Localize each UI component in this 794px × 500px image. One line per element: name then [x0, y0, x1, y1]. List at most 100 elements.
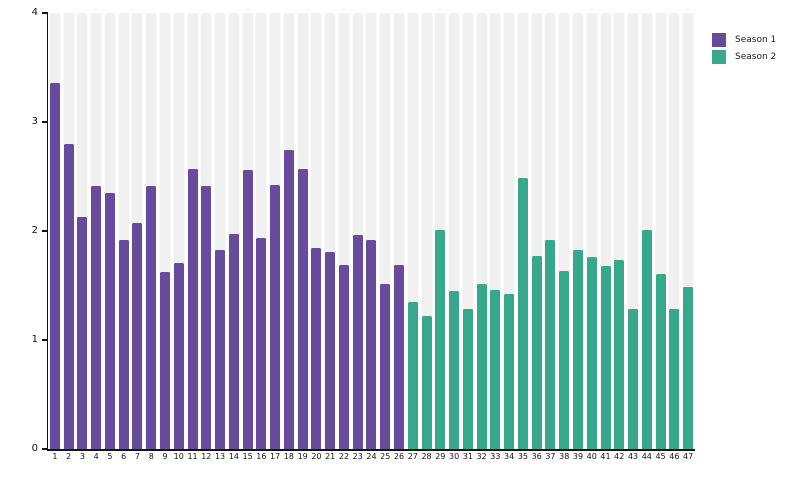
x-tick-label: 32	[476, 452, 487, 461]
background-stripe	[421, 13, 433, 449]
x-tick-label: 7	[134, 452, 141, 461]
category-cell: 32	[475, 13, 489, 461]
x-tick-label: 21	[325, 452, 336, 461]
background-stripe	[489, 13, 501, 449]
background-stripe	[531, 13, 543, 449]
bar-season-1	[118, 239, 129, 449]
bar-season-1	[394, 264, 405, 449]
bar-season-2	[600, 265, 611, 449]
x-tick-label: 24	[366, 452, 377, 461]
category-cell: 1	[48, 13, 62, 461]
category-cell: 40	[585, 13, 599, 461]
category-cell: 24	[365, 13, 379, 461]
x-tick-label: 46	[669, 452, 680, 461]
background-stripe	[393, 13, 405, 449]
x-tick-label: 34	[504, 452, 515, 461]
bar-season-1	[91, 186, 102, 449]
background-stripe	[310, 13, 322, 449]
x-tick-label: 26	[393, 452, 405, 461]
category-cell: 7	[131, 13, 145, 461]
background-stripe	[365, 13, 377, 449]
x-tick-label: 39	[572, 452, 584, 461]
category-cell: 28	[420, 13, 434, 461]
category-cell: 16	[254, 13, 268, 461]
y-tick-label: 1	[31, 334, 38, 345]
bar-season-2	[628, 309, 639, 449]
x-tick-label: 11	[187, 452, 198, 461]
bar-season-1	[270, 185, 281, 449]
x-tick-label: 44	[641, 452, 652, 461]
background-stripe	[655, 13, 667, 449]
x-tick-label: 8	[148, 452, 154, 461]
plot-area: 1 2 3 4 5 6 7 8 9 10 11 12 13 14 15 16 17 18 19 20 21 22 23 24 2…	[32, 8, 695, 461]
category-cell: 43	[626, 13, 640, 461]
x-tick-label: 40	[586, 452, 597, 461]
x-tick-label: 16	[256, 452, 267, 461]
category-cell: 37	[544, 13, 558, 461]
category-cell: 12	[199, 13, 213, 461]
background-stripe	[558, 13, 570, 449]
bar-season-1	[325, 251, 336, 449]
x-tick-label: 35	[517, 452, 528, 461]
legend-item-season-2: Season 2	[712, 50, 776, 64]
category-cell: 17	[268, 13, 282, 461]
category-cell: 26	[392, 13, 406, 461]
background-stripe	[159, 13, 171, 449]
background-stripe	[586, 13, 598, 449]
background-stripe	[352, 13, 364, 449]
category-cell: 11	[186, 13, 200, 461]
category-cell: 44	[640, 13, 654, 461]
bar-season-2	[586, 257, 597, 449]
x-tick-label: 20	[311, 452, 322, 461]
bar-season-1	[242, 169, 253, 449]
legend: Season 1 Season 2	[712, 33, 776, 67]
category-cell: 30	[447, 13, 461, 461]
background-stripe	[668, 13, 680, 449]
bar-season-2	[449, 290, 460, 449]
bar-season-2	[669, 309, 680, 449]
bar-season-1	[132, 223, 143, 449]
y-tick	[42, 230, 48, 232]
category-cell: 41	[599, 13, 613, 461]
bar-season-2	[655, 273, 666, 449]
background-stripe	[572, 13, 584, 449]
background-stripe	[600, 13, 611, 449]
x-tick-label: 41	[600, 452, 611, 461]
bar-season-2	[641, 229, 652, 449]
category-cell: 22	[337, 13, 351, 461]
y-tick-label: 2	[31, 225, 38, 236]
bar-season-2	[531, 256, 542, 449]
category-cell: 15	[241, 13, 255, 461]
bar-season-2	[421, 316, 432, 449]
category-cell: 45	[654, 13, 668, 461]
y-tick-label: 4	[31, 7, 38, 18]
bar-season-2	[504, 294, 515, 449]
category-cell: 27	[406, 13, 420, 461]
bar-season-2	[683, 286, 694, 449]
x-tick-label: 2	[66, 452, 72, 461]
bar-season-2	[435, 229, 446, 449]
bar-season-1	[201, 186, 212, 449]
x-tick-label: 12	[201, 452, 212, 461]
background-stripe	[407, 13, 419, 449]
category-cell: 23	[351, 13, 365, 461]
y-tick	[42, 339, 48, 341]
background-stripe	[462, 13, 474, 449]
bar-season-1	[49, 82, 60, 449]
legend-swatch-season-2	[712, 50, 726, 64]
bar-season-1	[104, 192, 115, 449]
x-tick-label: 27	[407, 452, 418, 461]
background-stripe	[503, 13, 515, 449]
bar-season-1	[297, 168, 308, 449]
category-cell: 21	[323, 13, 337, 461]
bar-season-1	[366, 239, 377, 449]
x-tick-label: 3	[79, 452, 85, 461]
category-cell: 47	[681, 13, 695, 461]
background-stripe	[173, 13, 185, 449]
bar-season-1	[228, 234, 239, 449]
x-tick-label: 10	[173, 452, 184, 461]
bar-season-2	[614, 260, 625, 449]
bar-season-1	[160, 272, 170, 449]
legend-label-season-1: Season 1	[735, 35, 777, 45]
category-cell: 9	[158, 13, 172, 461]
